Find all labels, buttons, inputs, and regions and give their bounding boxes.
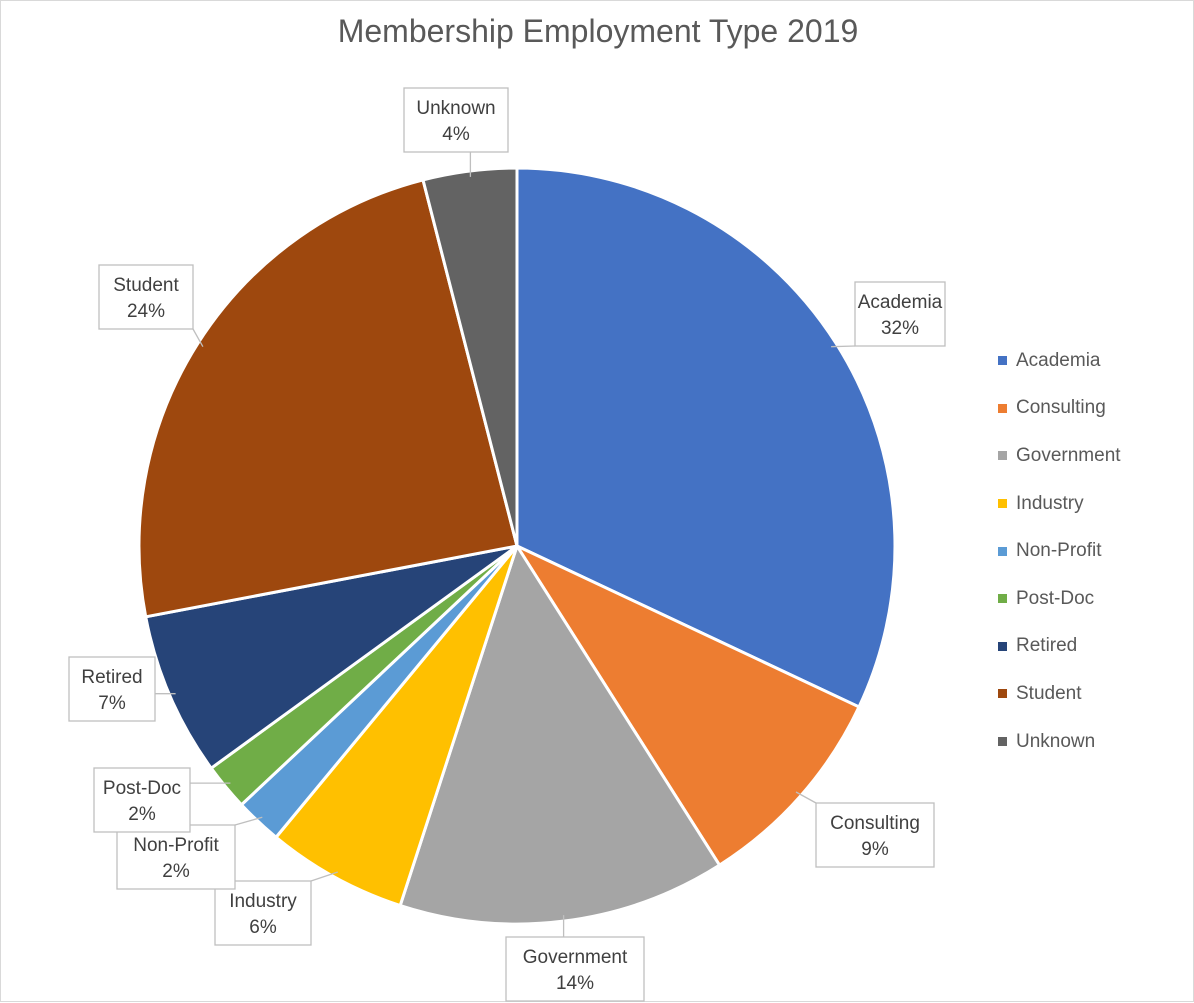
data-label-value: 2% bbox=[128, 804, 156, 825]
data-label-category: Unknown bbox=[416, 98, 495, 119]
legend-swatch bbox=[998, 546, 1007, 556]
legend-label: Government bbox=[1016, 444, 1121, 466]
legend-swatch bbox=[998, 641, 1007, 651]
data-label-category: Academia bbox=[858, 292, 943, 313]
legend-swatch bbox=[998, 689, 1007, 699]
chart-title: Membership Employment Type 2019 bbox=[337, 13, 859, 49]
legend-swatch bbox=[998, 594, 1007, 604]
pie-slice-student bbox=[137, 178, 519, 619]
data-label-category: Government bbox=[523, 947, 628, 968]
legend-item-post-doc: Post-Doc bbox=[998, 575, 1121, 623]
leader-line-student bbox=[192, 328, 204, 348]
leader-line-academia bbox=[831, 345, 856, 348]
data-label-industry: Industry 6% bbox=[214, 871, 339, 946]
data-label-value: 24% bbox=[127, 301, 165, 322]
data-label-value: 6% bbox=[249, 917, 277, 938]
data-label-value: 7% bbox=[98, 693, 126, 714]
legend-label: Retired bbox=[1016, 635, 1078, 657]
data-label-academia: Academia 32% bbox=[831, 281, 946, 348]
data-label-value: 2% bbox=[162, 861, 190, 882]
legend-item-non-profit: Non-Profit bbox=[998, 527, 1121, 575]
legend-label: Student bbox=[1016, 682, 1082, 704]
legend-item-consulting: Consulting bbox=[998, 385, 1121, 433]
leader-line-non-profit bbox=[234, 816, 263, 826]
legend-item-retired: Retired bbox=[998, 623, 1121, 671]
legend-label: Industry bbox=[1016, 492, 1084, 514]
data-label-category: Student bbox=[113, 275, 179, 296]
data-label-value: 4% bbox=[442, 124, 470, 145]
pie-slice-industry bbox=[274, 544, 519, 907]
data-label-category: Retired bbox=[81, 667, 142, 688]
pie-slice-government bbox=[398, 544, 722, 926]
legend-label: Academia bbox=[1016, 349, 1101, 371]
legend-item-unknown: Unknown bbox=[998, 718, 1121, 766]
legend-label: Post-Doc bbox=[1016, 587, 1095, 609]
data-label-post-doc: Post-Doc 2% bbox=[93, 767, 231, 833]
legend-label: Consulting bbox=[1016, 397, 1106, 419]
legend-swatch bbox=[998, 356, 1007, 366]
data-label-value: 14% bbox=[556, 973, 594, 994]
legend-item-government: Government bbox=[998, 432, 1121, 480]
pie-slice-unknown bbox=[421, 166, 519, 548]
data-label-unknown: Unknown 4% bbox=[403, 87, 509, 177]
data-label-consulting: Consulting 9% bbox=[795, 791, 935, 868]
data-label-value: 9% bbox=[861, 839, 889, 860]
data-label-non-profit: Non-Profit 2% bbox=[116, 816, 263, 890]
pie-slice-academia bbox=[515, 166, 897, 709]
data-label-value: 32% bbox=[881, 318, 919, 339]
data-label-category: Consulting bbox=[830, 813, 920, 834]
pie-slice-consulting bbox=[515, 544, 861, 867]
legend-item-student: Student bbox=[998, 670, 1121, 718]
legend-label: Unknown bbox=[1016, 730, 1096, 752]
data-label-retired: Retired 7% bbox=[68, 656, 176, 722]
legend-swatch bbox=[998, 451, 1007, 461]
legend-swatch bbox=[998, 737, 1007, 747]
data-label-category: Industry bbox=[229, 891, 297, 912]
legend-swatch bbox=[998, 499, 1007, 509]
legend-swatch bbox=[998, 403, 1007, 413]
leader-line-consulting bbox=[795, 791, 817, 804]
legend-label: Non-Profit bbox=[1016, 540, 1102, 562]
data-label-category: Post-Doc bbox=[103, 778, 181, 799]
leader-line-industry bbox=[310, 871, 339, 882]
data-label-student: Student 24% bbox=[98, 264, 204, 348]
data-label-government: Government 14% bbox=[505, 915, 645, 1002]
pie-slice-retired bbox=[144, 544, 519, 770]
legend-item-industry: Industry bbox=[998, 480, 1121, 528]
legend: Academia Consulting Government Industry Non-… bbox=[998, 337, 1121, 765]
data-label-category: Non-Profit bbox=[133, 835, 219, 856]
legend-item-academia: Academia bbox=[998, 337, 1121, 385]
